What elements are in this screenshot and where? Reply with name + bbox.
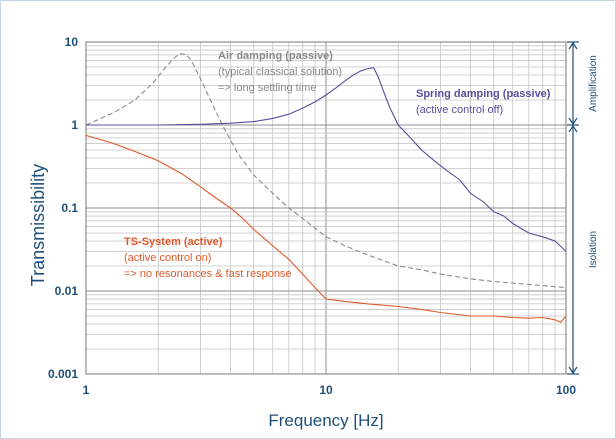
series-line-air-damping-passive	[85, 53, 567, 289]
x-tick-label: 1	[83, 383, 90, 397]
arrow-down-icon	[568, 117, 578, 126]
series-line-spring-damping-passive	[86, 67, 567, 252]
annotation-spring-line: (active control off)	[416, 104, 503, 116]
y-tick-label: 10	[65, 35, 79, 49]
annotation-air-line: (typical classical solution)	[218, 66, 342, 78]
plot-border	[85, 41, 567, 375]
y-axis-label: Transmissibility	[28, 164, 48, 286]
x-axis-label: Frequency [Hz]	[268, 411, 383, 430]
annotation-spring-line: Spring damping (passive)	[416, 88, 551, 100]
region-markers: Amplification Isolation	[567, 41, 599, 375]
annotation-ts-line: => no resonances & fast response	[124, 268, 292, 280]
series-lines	[85, 53, 567, 323]
series-line-ts-system-active	[85, 134, 567, 323]
arrow-down-icon	[568, 366, 578, 375]
annotation-ts-line: TS-System (active)	[124, 236, 223, 248]
y-tick-label: 1	[71, 118, 78, 132]
region-label-amplification: Amplification	[588, 55, 599, 112]
arrow-up-icon	[568, 41, 578, 50]
annotation-air-line: => long settling time	[218, 82, 316, 94]
annotations: Air damping (passive) (typical classical …	[124, 50, 551, 280]
region-label-isolation: Isolation	[588, 231, 599, 268]
y-tick-label: 0.01	[55, 284, 79, 298]
y-tick-label: 0.1	[61, 201, 78, 215]
y-tick-labels: 10 1 0.1 0.01 0.001	[48, 35, 78, 381]
x-tick-label: 100	[556, 383, 576, 397]
annotation-air-line: Air damping (passive)	[218, 50, 333, 62]
y-tick-label: 0.001	[48, 367, 78, 381]
x-tick-labels: 1 10 100	[83, 383, 577, 397]
arrow-up-icon	[568, 124, 578, 133]
annotation-ts-line: (active control on)	[124, 252, 211, 264]
grid	[86, 42, 566, 374]
x-tick-label: 10	[319, 383, 333, 397]
